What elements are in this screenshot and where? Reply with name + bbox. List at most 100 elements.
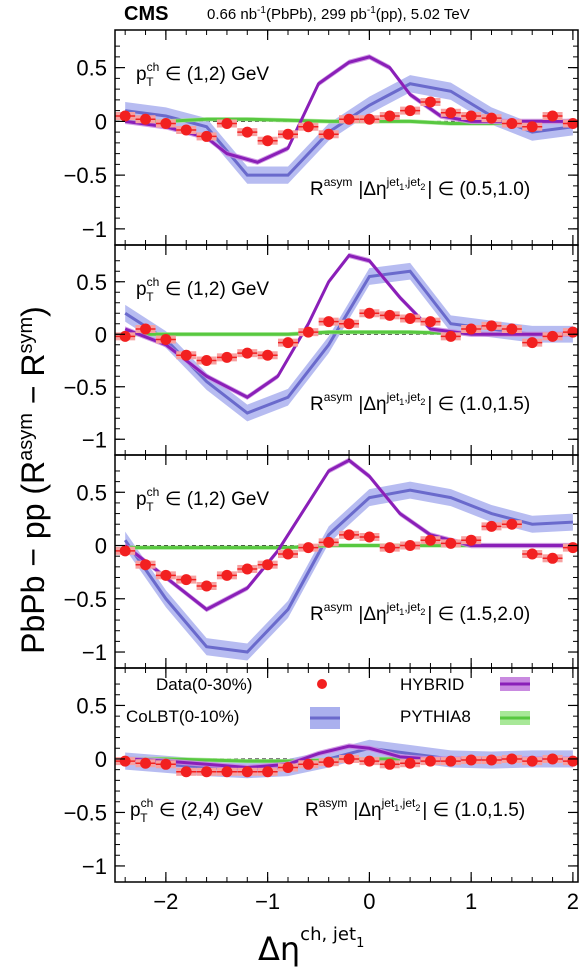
data-point xyxy=(180,766,192,778)
pt-range-label: pch T ∈ (1,2) GeV xyxy=(136,485,269,514)
data-point xyxy=(424,755,436,767)
data-point xyxy=(404,757,416,769)
data-point xyxy=(465,534,477,546)
data-point xyxy=(201,130,213,142)
x-tick-label: 1 xyxy=(465,889,477,914)
data-point xyxy=(506,518,518,530)
data-point xyxy=(445,755,457,767)
panel-4: −1 −0.5 0 0.5 pch T ∈ (2,4) GeV Rasym |Δηjet1,j… xyxy=(64,667,579,883)
data-point xyxy=(140,559,152,571)
data-point xyxy=(384,309,396,321)
data-point xyxy=(343,529,355,541)
legend: Data(0-30%) CoLBT(0-10%) HYBRID PYTHIA8 xyxy=(126,675,530,729)
data-point xyxy=(282,128,294,140)
data-point xyxy=(221,569,233,581)
data-point xyxy=(526,548,538,560)
y-tick-label: 0 xyxy=(95,322,107,347)
data-point xyxy=(486,320,498,332)
y-tick-label: −0.5 xyxy=(64,163,107,188)
data-point xyxy=(221,766,233,778)
data-point xyxy=(424,534,436,546)
data-point xyxy=(241,563,253,575)
data-point xyxy=(119,755,131,767)
plot-area xyxy=(115,739,578,779)
plot-area xyxy=(115,252,578,422)
data-point xyxy=(384,542,396,554)
data-point xyxy=(526,121,538,133)
data-point xyxy=(119,330,131,342)
y-tick-label: 0.5 xyxy=(76,480,107,505)
data-point xyxy=(343,753,355,765)
y-tick-label: −1 xyxy=(82,217,107,242)
data-point xyxy=(363,755,375,767)
data-point xyxy=(160,758,172,770)
data-point xyxy=(506,323,518,335)
x-tick-label: −2 xyxy=(153,889,178,914)
pt-range-label: pch T ∈ (1,2) GeV xyxy=(136,275,269,304)
data-point xyxy=(404,313,416,324)
data-point xyxy=(445,330,457,342)
data-point xyxy=(567,542,578,554)
region-label: Rasym |Δηjet1,jet2 | ∈ (1.0,1.5) xyxy=(305,796,525,821)
data-point xyxy=(282,337,294,349)
data-point xyxy=(323,536,335,548)
y-tick-label: 0 xyxy=(95,534,107,559)
y-tick-label: −1 xyxy=(82,640,107,665)
data-point xyxy=(384,758,396,770)
data-point xyxy=(262,766,274,778)
data-point xyxy=(140,113,152,125)
y-tick-label: 0.5 xyxy=(76,56,107,81)
y-tick-label: −0.5 xyxy=(64,587,107,612)
y-tick-label: −1 xyxy=(82,854,107,879)
data-point xyxy=(160,334,172,345)
panel-3: −1 −0.5 0 0.5 pch T ∈ (1,2) GeV Rasym |Δηjet1,j… xyxy=(64,454,579,669)
data-point xyxy=(547,110,559,122)
data-point xyxy=(323,128,335,140)
data-point xyxy=(384,110,396,122)
cms-label: CMS xyxy=(124,3,168,25)
data-point xyxy=(180,574,192,586)
colbt-line xyxy=(123,488,573,654)
y-tick-label: 0.5 xyxy=(76,270,107,295)
data-point xyxy=(486,520,498,532)
data-point xyxy=(486,754,498,766)
data-point xyxy=(180,349,192,361)
data-point xyxy=(567,326,578,338)
y-tick-label: 0 xyxy=(95,747,107,772)
region-label: Rasym |Δηjet1,jet2 | ∈ (0.5,1.0) xyxy=(310,175,530,200)
data-point xyxy=(302,121,314,133)
data-point xyxy=(547,330,559,342)
data-point xyxy=(221,118,233,130)
y-tick-label: −0.5 xyxy=(64,800,107,825)
data-point xyxy=(140,757,152,769)
data-point xyxy=(526,755,538,767)
data-point xyxy=(140,323,152,335)
panel-1: −1 −0.5 0 0.5 pch T ∈ (1,2) GeV Rasym |Δηjet1,j… xyxy=(64,29,579,246)
data-point xyxy=(302,326,314,338)
data-point xyxy=(241,766,253,778)
data-point xyxy=(404,540,416,552)
data-point xyxy=(567,755,578,767)
data-point xyxy=(241,347,253,359)
data-point xyxy=(323,316,335,328)
data-point xyxy=(506,753,518,765)
data-point xyxy=(343,113,355,125)
data-point xyxy=(221,351,233,363)
data-point xyxy=(424,316,436,328)
data-point xyxy=(282,548,294,560)
legend-colbt-label: CoLBT(0-10%) xyxy=(126,707,239,726)
x-tick-label: 0 xyxy=(363,889,375,914)
data-point xyxy=(526,337,538,349)
data-point xyxy=(363,113,375,125)
hybrid-line xyxy=(124,253,573,399)
data-point xyxy=(486,112,498,124)
data-point xyxy=(404,105,416,117)
y-tick-label: −0.5 xyxy=(64,375,107,400)
plot-area xyxy=(115,457,578,661)
data-point xyxy=(262,135,274,147)
data-point xyxy=(424,96,436,108)
data-point xyxy=(343,318,355,330)
legend-data-label: Data(0-30%) xyxy=(156,675,252,694)
data-point xyxy=(119,110,131,122)
data-point xyxy=(445,107,457,119)
